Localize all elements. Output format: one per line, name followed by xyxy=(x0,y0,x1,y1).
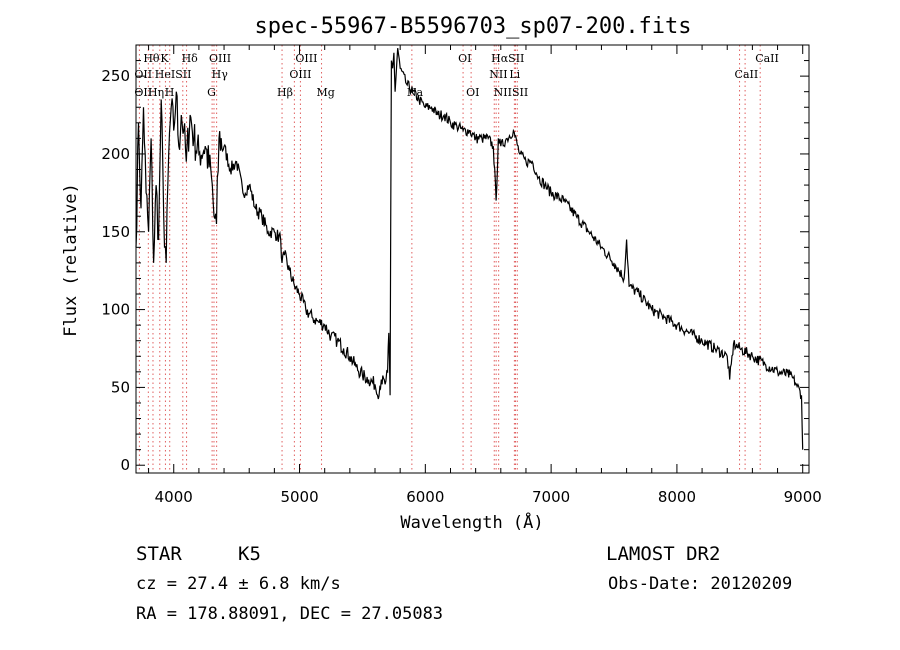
line-label-14: CaII xyxy=(735,68,759,81)
line-label-11: OIII xyxy=(289,68,311,81)
line-label-17: H xyxy=(165,86,175,99)
spectral-line-labels: Hθ K Hδ OIII OIII OI HαSII CaII OII HeISII Hγ OIII N… xyxy=(134,52,778,99)
survey-name: LAMOST DR2 xyxy=(606,543,720,565)
line-label-13: Li xyxy=(509,68,520,81)
coordinates-text: RA = 178.88091, DEC = 27.05083 xyxy=(136,604,443,624)
x-axis-label: Wavelength (Å) xyxy=(400,511,543,533)
line-label-7: CaII xyxy=(755,52,779,65)
redshift-text: cz = 27.4 ± 6.8 km/s xyxy=(136,574,341,594)
line-label-4: OIII xyxy=(295,52,317,65)
x-tick-label: 6000 xyxy=(406,488,444,506)
y-tick-label: 250 xyxy=(101,67,130,85)
line-label-23: NIISII xyxy=(494,86,529,99)
line-label-20: Mg xyxy=(317,86,335,99)
line-label-22: OI xyxy=(466,86,479,99)
line-label-5: OI xyxy=(458,52,471,65)
y-tick-label: 50 xyxy=(111,378,130,396)
line-label-3: OIII xyxy=(209,52,231,65)
spectral-line-markers xyxy=(138,45,761,473)
x-tick-label: 5000 xyxy=(280,488,318,506)
x-tick-label: 7000 xyxy=(532,488,570,506)
y-tick-label: 200 xyxy=(101,145,130,163)
line-label-15: OII xyxy=(134,86,152,99)
y-tick-label: 100 xyxy=(101,301,130,319)
x-tick-label: 8000 xyxy=(658,488,696,506)
y-tick-label: 0 xyxy=(120,456,130,474)
plot-frame xyxy=(135,44,810,474)
chart-title: spec-55967-B5596703_sp07-200.fits xyxy=(254,14,691,39)
line-label-9: HeISII xyxy=(155,68,192,81)
line-label-19: Hβ xyxy=(277,86,293,99)
line-label-6: HαSII xyxy=(491,52,524,65)
line-label-16: Hη xyxy=(148,86,164,99)
x-tick-label: 9000 xyxy=(784,488,822,506)
line-label-8: OII xyxy=(134,68,152,81)
line-label-0: Hθ xyxy=(143,52,160,65)
object-class: STAR xyxy=(136,543,182,565)
y-tick-label: 150 xyxy=(101,223,130,241)
line-label-12: NII xyxy=(489,68,507,81)
obs-date-text: Obs-Date: 20120209 xyxy=(608,574,792,594)
object-subclass: K5 xyxy=(238,543,261,565)
y-axis-label: Flux (relative) xyxy=(61,183,81,337)
line-label-1: K xyxy=(160,52,169,65)
y-axis-ticks: 0 50 100 150 200 250 xyxy=(101,60,809,474)
x-tick-label: 4000 xyxy=(155,488,193,506)
line-label-18: G xyxy=(207,86,216,99)
x-axis-ticks: 4000 5000 6000 7000 8000 9000 xyxy=(148,45,822,506)
line-label-10: Hγ xyxy=(212,68,229,81)
spectrum-series-line xyxy=(135,48,804,450)
line-label-2: Hδ xyxy=(182,52,199,65)
